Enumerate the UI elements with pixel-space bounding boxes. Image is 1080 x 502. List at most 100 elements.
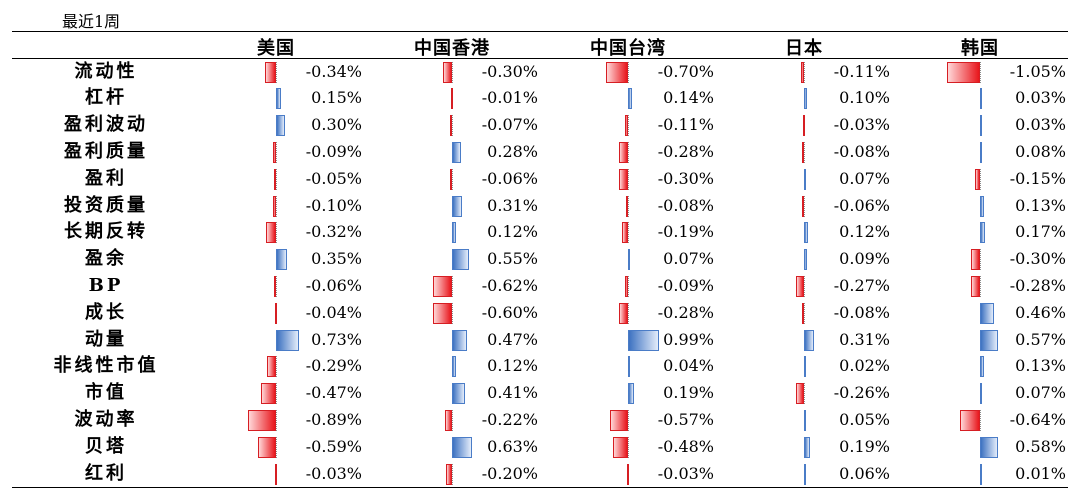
zero-axis xyxy=(628,302,629,324)
return-value: -0.11% xyxy=(833,61,890,81)
country-header: 韩国 xyxy=(961,38,999,59)
positive-bar xyxy=(452,249,470,271)
factor-row: 盈余 0.35% 0.55% 0.07% 0.09% -0.30% xyxy=(0,246,1080,273)
factor-row: 市值 -0.47% 0.41% 0.19% -0.26% 0.07% xyxy=(0,380,1080,407)
zero-axis xyxy=(980,409,981,431)
return-value: 0.10% xyxy=(839,88,890,108)
negative-bar xyxy=(801,302,804,324)
return-value: -0.03% xyxy=(833,115,890,135)
return-value: -0.19% xyxy=(657,222,714,242)
zero-axis xyxy=(804,141,805,163)
return-value: -0.28% xyxy=(1009,275,1066,295)
negative-bar xyxy=(274,275,277,297)
positive-bar xyxy=(452,195,462,217)
return-value: 0.06% xyxy=(839,463,890,483)
return-value: -0.05% xyxy=(305,168,362,188)
period-label: 最近1周 xyxy=(62,12,121,31)
zero-axis xyxy=(628,61,629,83)
positive-bar xyxy=(628,88,633,110)
negative-bar xyxy=(451,88,453,110)
return-value: -0.08% xyxy=(833,302,890,322)
zero-axis xyxy=(980,249,981,271)
positive-bar xyxy=(980,436,998,458)
negative-bar xyxy=(273,141,276,163)
zero-axis xyxy=(804,61,805,83)
negative-bar xyxy=(450,168,453,190)
return-value: -0.59% xyxy=(305,436,362,456)
zero-axis xyxy=(804,195,805,217)
negative-bar xyxy=(627,463,629,485)
return-value: 0.03% xyxy=(1015,115,1066,135)
positive-bar xyxy=(276,88,281,110)
return-value: -0.01% xyxy=(481,88,538,108)
zero-axis xyxy=(452,275,453,297)
positive-bar xyxy=(452,329,467,351)
return-value: -0.07% xyxy=(481,115,538,135)
negative-bar xyxy=(960,409,980,431)
zero-axis xyxy=(628,141,629,163)
factor-name: 长期反转 xyxy=(64,221,148,243)
return-value: 0.31% xyxy=(839,329,890,349)
return-value: -0.70% xyxy=(657,61,714,81)
positive-bar xyxy=(980,88,982,110)
return-value: -0.60% xyxy=(481,302,538,322)
zero-axis xyxy=(628,275,629,297)
positive-bar xyxy=(804,249,807,271)
zero-axis xyxy=(276,409,277,431)
zero-axis xyxy=(628,409,629,431)
factor-row: 盈利 -0.05% -0.06% -0.30% 0.07% -0.15% xyxy=(0,166,1080,193)
return-value: -0.28% xyxy=(657,302,714,322)
positive-bar xyxy=(452,436,472,458)
return-value: -0.10% xyxy=(305,195,362,215)
factor-name: 市值 xyxy=(85,382,127,404)
positive-bar xyxy=(804,463,806,485)
return-value: 0.19% xyxy=(663,383,714,403)
return-value: 0.14% xyxy=(663,88,714,108)
table-bottom-rule xyxy=(12,487,1068,488)
negative-bar xyxy=(619,141,628,163)
return-value: 0.13% xyxy=(1015,195,1066,215)
return-value: 0.73% xyxy=(311,329,362,349)
return-value: -0.57% xyxy=(657,409,714,429)
return-value: 0.12% xyxy=(839,222,890,242)
zero-axis xyxy=(980,275,981,297)
return-value: 0.31% xyxy=(487,195,538,215)
negative-bar xyxy=(272,195,276,217)
zero-axis xyxy=(452,463,453,485)
zero-axis xyxy=(628,168,629,190)
return-value: -0.64% xyxy=(1009,409,1066,429)
factor-name: 贝塔 xyxy=(85,435,127,457)
zero-axis xyxy=(452,409,453,431)
factor-name: 投资质量 xyxy=(64,194,148,216)
positive-bar xyxy=(980,195,985,217)
factor-row: 杠杆 0.15% -0.01% 0.14% 0.10% 0.03% xyxy=(0,85,1080,112)
return-value: -0.03% xyxy=(305,463,362,483)
negative-bar xyxy=(802,195,805,217)
factor-row: 长期反转 -0.32% 0.12% -0.19% 0.12% 0.17% xyxy=(0,219,1080,246)
negative-bar xyxy=(606,61,628,83)
positive-bar xyxy=(276,249,287,271)
negative-bar xyxy=(947,61,980,83)
negative-bar xyxy=(801,141,804,163)
zero-axis xyxy=(276,383,277,405)
factor-name: 流动性 xyxy=(74,60,138,82)
return-value: -0.08% xyxy=(657,195,714,215)
return-value: 0.07% xyxy=(839,168,890,188)
positive-bar xyxy=(628,249,631,271)
return-value: 0.08% xyxy=(1015,141,1066,161)
return-value: -0.62% xyxy=(481,275,538,295)
negative-bar xyxy=(445,409,452,431)
factor-name: 非线性市值 xyxy=(53,355,159,377)
negative-bar xyxy=(618,168,628,190)
negative-bar xyxy=(803,115,805,137)
negative-bar xyxy=(274,168,277,190)
positive-bar xyxy=(980,141,983,163)
return-value: 0.58% xyxy=(1015,436,1066,456)
return-value: 0.30% xyxy=(311,115,362,135)
factor-row: 成长 -0.04% -0.60% -0.28% -0.08% 0.46% xyxy=(0,300,1080,327)
negative-bar xyxy=(442,61,452,83)
return-value: 0.19% xyxy=(839,436,890,456)
return-value: 0.01% xyxy=(1015,463,1066,483)
negative-bar xyxy=(261,383,276,405)
country-header: 美国 xyxy=(257,38,295,59)
